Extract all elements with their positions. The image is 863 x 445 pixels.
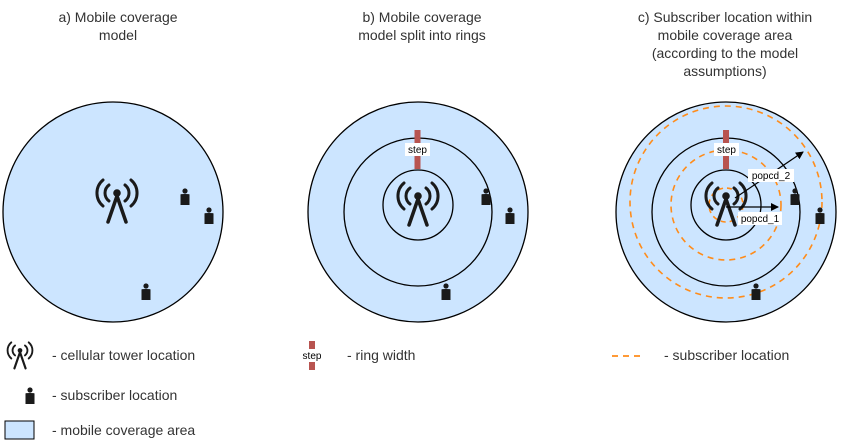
- legend-step-label-box: [300, 349, 324, 362]
- legend-coverage-swatch: [4, 420, 35, 440]
- legend-coverage-text: - mobile coverage area: [52, 422, 196, 438]
- legend-step-label: step: [303, 351, 322, 362]
- legend-ring-width-text: - ring width: [347, 347, 416, 363]
- legend-subscriber-icon: [25, 387, 35, 404]
- popcd-2-label-box: [748, 169, 794, 182]
- popcd-1-label: popcd_1: [741, 214, 780, 225]
- step-label-box: [714, 143, 739, 156]
- legend-subscriber-text: - subscriber location: [52, 387, 178, 403]
- ring-inner-c: [690, 169, 762, 241]
- caption-b: b) Mobile coverage model split into ring…: [358, 9, 486, 43]
- coverage-area-b: [307, 101, 529, 323]
- step-label: step: [717, 145, 736, 156]
- caption-c: c) Subscriber location within mobile cov…: [637, 9, 813, 79]
- popcd-1-label-box: [738, 212, 782, 225]
- legend-subscriber-location-text: - subscriber location: [664, 347, 790, 363]
- caption-a: a) Mobile coverage model: [58, 9, 178, 43]
- legend-tower-text: - cellular tower location: [52, 347, 196, 363]
- step-label-box: [405, 143, 430, 156]
- popcd-2-label: popcd_2: [752, 171, 791, 182]
- ring-inner-b: [382, 169, 454, 241]
- legend-tower-icon: [6, 341, 34, 370]
- dashed-subscriber-ring-outer: [629, 105, 823, 299]
- step-label: step: [408, 145, 427, 156]
- coverage-area-c: [615, 101, 837, 323]
